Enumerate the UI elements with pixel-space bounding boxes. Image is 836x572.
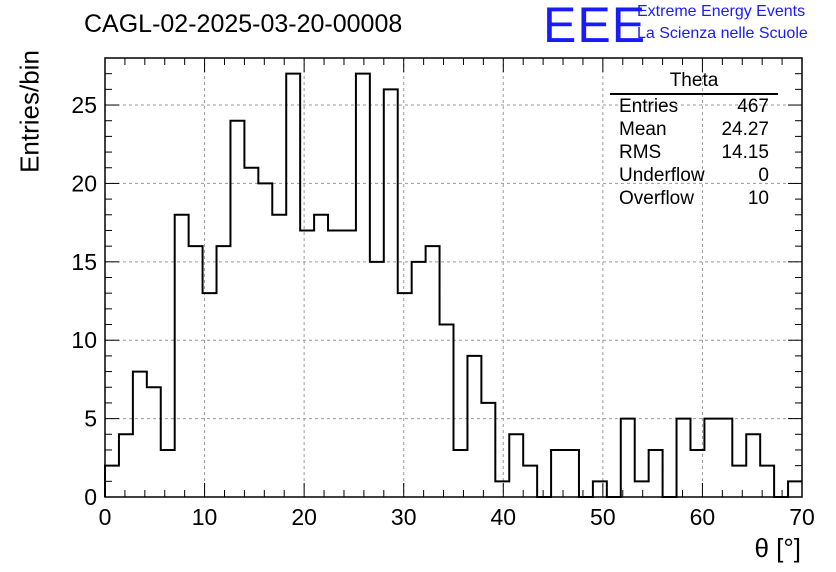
y-tick-label: 0 [84, 484, 97, 510]
histogram-bin [593, 481, 607, 497]
stats-row-rms: RMS 14.15 [610, 141, 778, 164]
histogram-bin [286, 74, 300, 497]
histogram-bin [788, 481, 802, 497]
histogram-bin [230, 121, 244, 497]
histogram-bin [649, 450, 663, 497]
histogram-bin [314, 215, 328, 497]
logo-line-2: La Scienza nelle Scuole [637, 25, 808, 42]
histogram-bin [203, 293, 217, 497]
histogram-bin [272, 215, 286, 497]
x-tick-label: 40 [490, 504, 516, 530]
stats-value: 0 [758, 165, 769, 186]
histogram-bin [635, 481, 649, 497]
histogram-bin [384, 89, 398, 497]
histogram-bin [509, 434, 523, 497]
histogram-bin [328, 230, 342, 497]
stats-value: 10 [747, 188, 769, 209]
stats-value: 467 [737, 96, 769, 117]
histogram-bin [217, 246, 231, 497]
histogram-bin [342, 230, 356, 497]
histogram-bin [718, 419, 732, 497]
x-tick-label: 10 [192, 504, 218, 530]
histogram-bin [300, 230, 314, 497]
histogram-bin [370, 262, 384, 497]
stats-label: Underflow [619, 165, 705, 186]
histogram-bin [161, 450, 175, 497]
histogram-bin [746, 434, 760, 497]
stats-row-underflow: Underflow 0 [610, 164, 778, 187]
histogram-bin [119, 434, 133, 497]
histogram-bin [440, 325, 454, 497]
histogram-bin [454, 450, 468, 497]
stats-title: Theta [610, 70, 778, 95]
stats-label: Mean [619, 119, 667, 140]
x-tick-label: 50 [590, 504, 616, 530]
x-tick-label: 0 [99, 504, 112, 530]
histogram-bin [551, 450, 565, 497]
histogram-bin [760, 466, 774, 497]
histogram-bin [481, 403, 495, 497]
x-tick-label: 60 [690, 504, 716, 530]
stats-value: 24.27 [721, 119, 769, 140]
stats-label: Entries [619, 96, 679, 117]
stats-value: 14.15 [721, 142, 769, 163]
histogram-bin [565, 450, 579, 497]
stats-box: Theta Entries 467 Mean 24.27 RMS 14.15 U… [610, 70, 778, 210]
x-tick-label: 70 [789, 504, 815, 530]
histogram-bin [189, 246, 203, 497]
histogram-bin [398, 293, 412, 497]
histogram-bin [175, 215, 189, 497]
logo-line-1: Extreme Energy Events [637, 3, 806, 20]
histogram-bin [621, 419, 635, 497]
stats-row-entries: Entries 467 [610, 95, 778, 118]
y-tick-label: 15 [71, 249, 97, 275]
x-axis-label: θ [°] [754, 533, 801, 563]
histogram-bin [732, 466, 746, 497]
histogram-bin [412, 262, 426, 497]
histogram-bin [704, 419, 718, 497]
stats-label: Overflow [619, 188, 694, 209]
histogram-bin [426, 246, 440, 497]
histogram-bin [133, 372, 147, 497]
histogram-bin [105, 466, 119, 497]
histogram-bin [523, 466, 537, 497]
histogram-bin [495, 481, 509, 497]
x-tick-label: 30 [391, 504, 417, 530]
chart-title: CAGL-02-2025-03-20-00008 [84, 10, 403, 38]
y-tick-label: 10 [71, 327, 97, 353]
stats-row-overflow: Overflow 10 [610, 187, 778, 210]
histogram-bin [677, 419, 691, 497]
stats-row-mean: Mean 24.27 [610, 118, 778, 141]
histogram-line [104, 72, 802, 498]
plot-frame [104, 57, 803, 498]
histogram-bin [258, 183, 272, 497]
histogram-bin [356, 74, 370, 497]
y-tick-label: 25 [71, 92, 97, 118]
x-tick-label: 20 [291, 504, 317, 530]
stats-label: RMS [619, 142, 662, 163]
y-tick-label: 5 [84, 406, 97, 432]
histogram-bin [147, 387, 161, 497]
histogram-bin [467, 356, 481, 497]
histogram-bin [690, 450, 704, 497]
y-axis-label: Entries/bin [14, 50, 45, 173]
histogram-bin [244, 168, 258, 497]
y-tick-label: 20 [71, 170, 97, 196]
eee-logo: EEE [543, 0, 647, 53]
